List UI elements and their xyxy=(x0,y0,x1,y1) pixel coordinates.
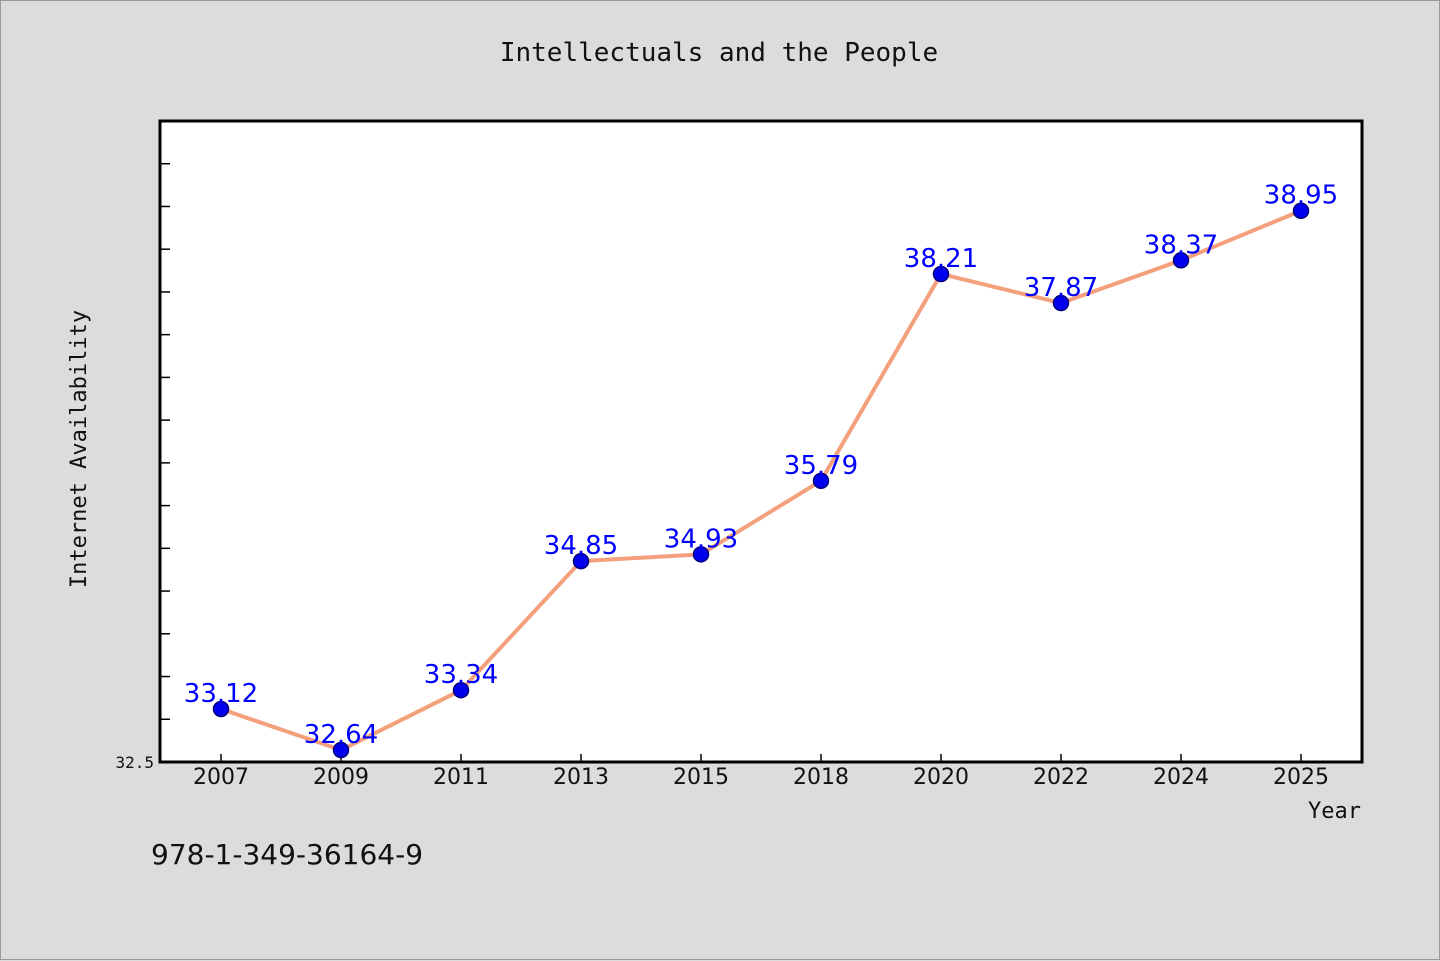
data-point xyxy=(332,741,350,759)
data-point xyxy=(452,681,470,699)
data-label: 34.93 xyxy=(664,524,738,554)
x-tick-label: 2007 xyxy=(193,765,249,790)
y-tick-label: 32.5 xyxy=(115,753,154,772)
plot-area xyxy=(158,119,1364,764)
x-axis-tick-labels: 2007 2009 2011 2013 2015 2018 2020 2022 2024 2025 xyxy=(193,765,1329,790)
series-line xyxy=(219,208,1303,753)
data-label: 35.79 xyxy=(784,451,858,481)
y-axis-ticks xyxy=(160,120,170,763)
x-axis-label: Year xyxy=(1308,799,1361,824)
data-point xyxy=(932,265,950,283)
data-label: 32.64 xyxy=(304,720,378,750)
x-tick-label: 2025 xyxy=(1273,765,1329,790)
data-label: 33.12 xyxy=(184,679,258,709)
data-point xyxy=(1172,252,1190,269)
y-axis-tick-labels: 32.5 xyxy=(115,753,154,772)
data-label: 37.87 xyxy=(1024,273,1098,303)
x-tick-label: 2018 xyxy=(793,765,849,790)
data-point xyxy=(692,546,710,563)
data-label: 33.34 xyxy=(424,660,498,690)
y-axis-label: Internet Availability xyxy=(67,310,92,588)
x-tick-label: 2015 xyxy=(673,765,729,790)
data-point xyxy=(212,700,230,718)
x-tick-label: 2013 xyxy=(553,765,609,790)
isbn-text: 978-1-349-36164-9 xyxy=(151,838,423,871)
chart-title: Intellectuals and the People xyxy=(500,38,938,68)
series-points xyxy=(212,202,1310,759)
data-labels: 33.12 32.64 33.34 34.85 34.93 35.79 38.21 37.87… xyxy=(184,181,1338,750)
x-tick-label: 2009 xyxy=(313,765,369,790)
data-label: 38.21 xyxy=(904,244,978,274)
data-label: 38.37 xyxy=(1144,230,1218,260)
x-tick-label: 2011 xyxy=(433,765,489,790)
data-point xyxy=(572,552,590,570)
data-label: 38.95 xyxy=(1264,181,1338,211)
x-tick-label: 2022 xyxy=(1033,765,1089,790)
data-point xyxy=(1052,294,1070,312)
data-point xyxy=(812,472,830,490)
x-tick-label: 2024 xyxy=(1153,765,1209,790)
data-point xyxy=(1292,202,1310,219)
x-tick-label: 2020 xyxy=(913,765,969,790)
data-label: 34.85 xyxy=(544,531,618,561)
